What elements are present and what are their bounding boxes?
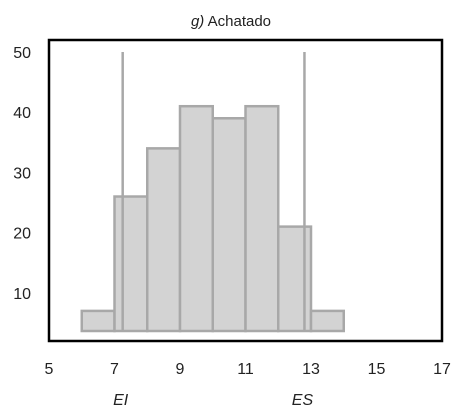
chart-title-text: Achatado [204, 13, 271, 30]
y-tick-label: 40 [13, 105, 31, 122]
y-tick-label: 20 [13, 226, 31, 243]
x-tick-label: 13 [302, 361, 320, 378]
spec-line-label-ei: EI [113, 392, 129, 409]
spec-line-label-es: ES [292, 392, 314, 409]
x-tick-label: 11 [237, 361, 254, 378]
y-tick-label: 10 [13, 286, 31, 303]
histogram-bar [180, 106, 213, 331]
y-tick-labels: 10 20 30 40 50 [13, 45, 31, 303]
x-tick-label: 17 [433, 361, 451, 378]
histogram-bar [82, 311, 115, 331]
x-tick-labels: 5 7 9 11 13 15 17 [45, 361, 451, 378]
histogram-bar [115, 197, 148, 331]
histogram-bar [278, 227, 311, 331]
histogram-bar [213, 118, 246, 331]
y-tick-label: 50 [13, 45, 31, 62]
x-tick-label: 5 [45, 361, 54, 378]
chart-title: g) Achatado [191, 13, 271, 30]
x-tick-label: 7 [110, 361, 119, 378]
histogram-bar [147, 148, 180, 331]
spec-line-labels: EI ES [113, 392, 313, 409]
chart-title-prefix: g) [191, 13, 204, 30]
histogram-bar [311, 311, 344, 331]
x-tick-label: 9 [176, 361, 185, 378]
y-tick-label: 30 [13, 165, 31, 182]
x-tick-label: 15 [368, 361, 386, 378]
histogram-bar [246, 106, 279, 331]
